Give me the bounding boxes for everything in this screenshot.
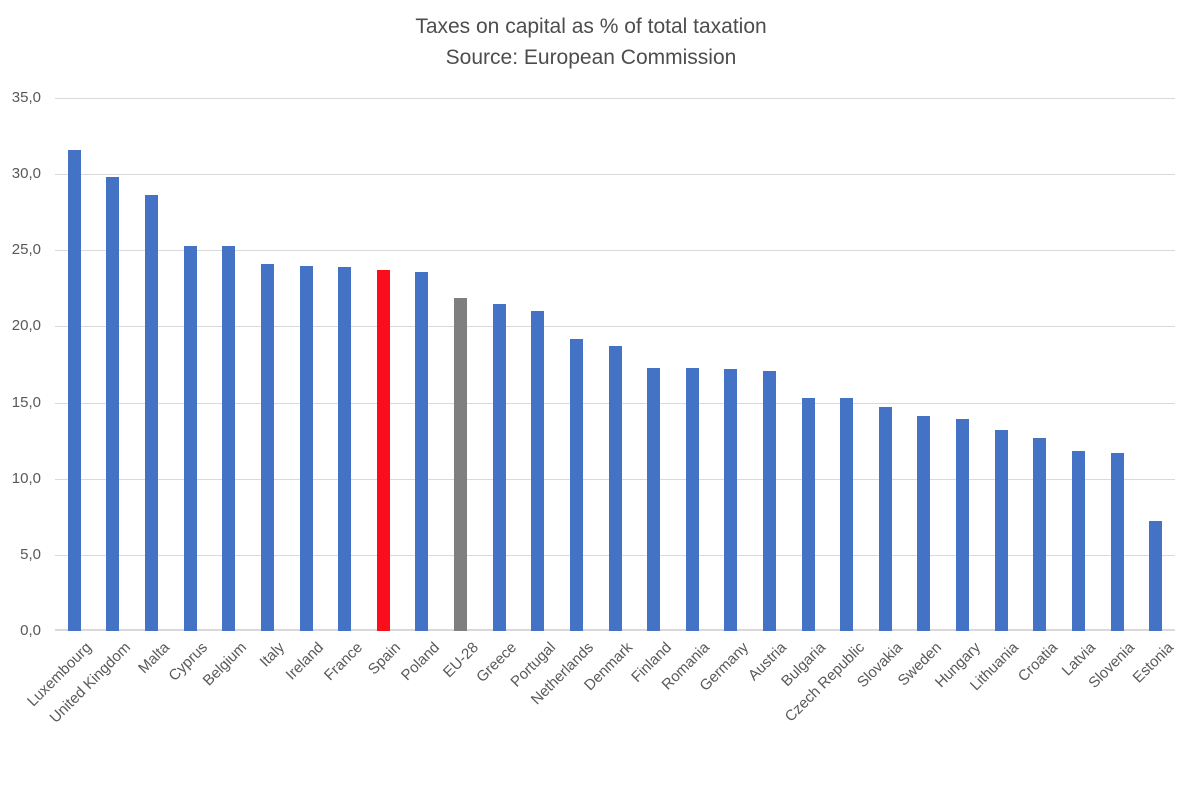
- y-axis-tick-label: 30,0: [11, 165, 41, 183]
- chart-subtitle: Source: European Commission: [445, 46, 737, 69]
- bar: [762, 370, 776, 631]
- bar: [569, 338, 583, 631]
- bar: [994, 429, 1008, 631]
- bar: [917, 416, 931, 631]
- bar: [878, 407, 892, 631]
- bar: [801, 398, 815, 631]
- bar: [492, 303, 506, 631]
- bar: [1071, 451, 1085, 631]
- y-axis-tick-label: 0,0: [20, 622, 41, 639]
- bar: [724, 369, 738, 631]
- y-axis-tick-label: 20,0: [11, 317, 41, 335]
- plot-area: [55, 98, 1175, 631]
- bar: [840, 398, 854, 631]
- bar: [145, 195, 159, 631]
- gridline: [55, 98, 1175, 99]
- bar: [956, 419, 970, 631]
- y-axis-tick-label: 25,0: [11, 241, 41, 259]
- bar: [67, 149, 81, 631]
- bar: [415, 271, 429, 631]
- gridline: [55, 174, 1175, 175]
- bar: [1149, 521, 1163, 631]
- bar: [222, 245, 236, 631]
- bar: [685, 367, 699, 631]
- gridline: [55, 326, 1175, 327]
- bar: [299, 265, 313, 631]
- bar: [647, 367, 661, 631]
- y-axis-tick-label: 35,0: [11, 89, 41, 106]
- chart-canvas: Taxes on capital as % of total taxation …: [0, 11, 1182, 727]
- bar: [260, 264, 274, 631]
- bar: [106, 177, 120, 631]
- chart-title: Taxes on capital as % of total taxation: [415, 15, 767, 38]
- y-axis-tick-label: 10,0: [11, 469, 41, 487]
- bar: [608, 346, 622, 631]
- gridline: [55, 250, 1175, 251]
- bar: [1110, 452, 1124, 631]
- chart-title-block: Taxes on capital as % of total taxation …: [0, 11, 1182, 73]
- bar: [454, 297, 468, 631]
- bar: [338, 267, 352, 631]
- bar: [183, 245, 197, 631]
- bar: [531, 311, 545, 631]
- bar: [376, 270, 390, 631]
- bar: [1033, 437, 1047, 631]
- y-axis-tick-label: 15,0: [11, 393, 41, 411]
- y-axis-tick-label: 5,0: [20, 545, 41, 563]
